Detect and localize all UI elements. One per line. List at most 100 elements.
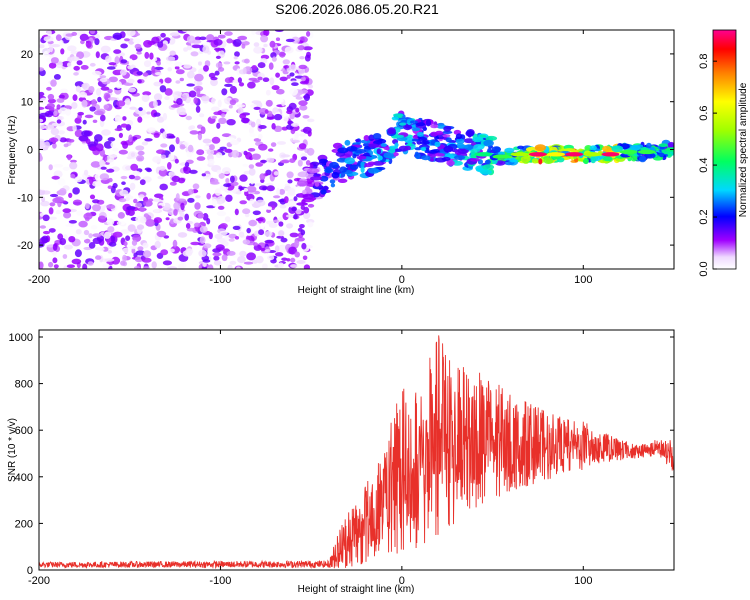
- noise-blob: [211, 97, 216, 105]
- noise-blob: [85, 40, 92, 48]
- signal-blob: [443, 125, 452, 132]
- noise-blob: [50, 128, 60, 136]
- noise-blob: [137, 150, 145, 156]
- noise-blob: [214, 188, 222, 196]
- noise-blob: [252, 79, 260, 83]
- noise-blob: [215, 62, 223, 69]
- noise-blob: [122, 141, 129, 149]
- noise-blob: [268, 62, 274, 70]
- noise-blob: [151, 65, 156, 74]
- noise-blob: [274, 65, 283, 71]
- noise-blob: [127, 224, 136, 232]
- signal-blob: [470, 150, 475, 156]
- noise-blob: [99, 247, 105, 251]
- noise-blob: [39, 188, 46, 196]
- noise-blob: [164, 77, 172, 84]
- noise-blob: [40, 200, 50, 207]
- noise-blob: [160, 154, 166, 159]
- noise-blob: [153, 217, 163, 224]
- noise-blob: [113, 49, 122, 54]
- noise-blob: [264, 239, 275, 244]
- noise-blob: [251, 153, 261, 160]
- signal-blob: [455, 133, 463, 140]
- noise-blob: [74, 249, 82, 258]
- noise-blob: [201, 173, 206, 177]
- noise-blob: [59, 88, 69, 94]
- noise-blob: [120, 123, 128, 128]
- noise-blob: [126, 30, 136, 37]
- noise-blob: [41, 47, 51, 55]
- noise-blob: [210, 76, 218, 81]
- noise-blob: [100, 166, 107, 170]
- signal-blob: [630, 144, 641, 151]
- noise-blob: [243, 261, 254, 265]
- noise-blob: [239, 113, 247, 119]
- noise-blob: [198, 61, 202, 66]
- noise-blob: [112, 147, 119, 152]
- noise-blob: [219, 230, 228, 236]
- signal-blob: [325, 166, 332, 173]
- noise-blob: [39, 67, 45, 72]
- noise-blob: [234, 51, 240, 57]
- trace-point: [637, 149, 656, 155]
- noise-blob: [248, 126, 254, 135]
- noise-blob: [221, 108, 229, 113]
- signal-blob: [667, 141, 674, 149]
- noise-blob: [253, 190, 261, 195]
- noise-blob: [146, 127, 156, 133]
- signal-blob: [504, 147, 515, 153]
- signal-blob: [485, 135, 498, 141]
- noise-blob: [127, 78, 135, 84]
- noise-blob: [215, 244, 225, 251]
- noise-blob: [215, 152, 223, 159]
- noise-blob: [153, 112, 161, 117]
- noise-blob: [92, 199, 100, 204]
- noise-blob: [259, 173, 266, 181]
- noise-blob: [286, 110, 293, 115]
- signal-blob: [441, 156, 451, 161]
- noise-blob: [244, 58, 250, 64]
- noise-blob: [260, 159, 267, 163]
- noise-blob: [52, 142, 57, 149]
- spectrogram-ytick-label: -20: [17, 240, 33, 252]
- signal-blob: [339, 166, 347, 173]
- noise-blob: [275, 252, 284, 257]
- noise-blob: [143, 213, 149, 219]
- noise-blob: [299, 105, 308, 111]
- noise-blob: [258, 125, 267, 129]
- noise-blob: [174, 61, 183, 67]
- noise-blob: [73, 72, 79, 76]
- noise-blob: [174, 66, 180, 70]
- noise-blob: [207, 158, 215, 166]
- signal-blob: [479, 134, 486, 138]
- noise-blob: [234, 61, 240, 65]
- noise-blob: [58, 188, 67, 196]
- signal-blob: [383, 152, 395, 159]
- noise-blob: [153, 93, 163, 101]
- noise-blob: [276, 88, 285, 95]
- noise-blob: [307, 221, 314, 228]
- noise-blob: [196, 81, 203, 86]
- noise-blob: [306, 31, 311, 37]
- noise-blob: [304, 54, 311, 62]
- noise-blob: [285, 214, 295, 218]
- noise-blob: [71, 102, 78, 109]
- noise-blob: [137, 116, 143, 123]
- noise-blob: [168, 98, 174, 106]
- noise-blob: [39, 140, 46, 148]
- signal-blob: [602, 145, 612, 152]
- noise-blob: [51, 44, 61, 48]
- noise-blob: [154, 240, 161, 249]
- noise-blob: [298, 64, 308, 70]
- noise-blob: [185, 115, 192, 121]
- noise-blob: [142, 91, 152, 96]
- signal-blob: [344, 157, 356, 165]
- noise-blob: [286, 258, 291, 262]
- noise-blob: [183, 64, 192, 69]
- signal-blob: [445, 137, 452, 143]
- noise-blob: [58, 94, 65, 99]
- noise-blob: [270, 142, 277, 148]
- noise-blob: [291, 206, 298, 212]
- signal-blob: [337, 147, 349, 154]
